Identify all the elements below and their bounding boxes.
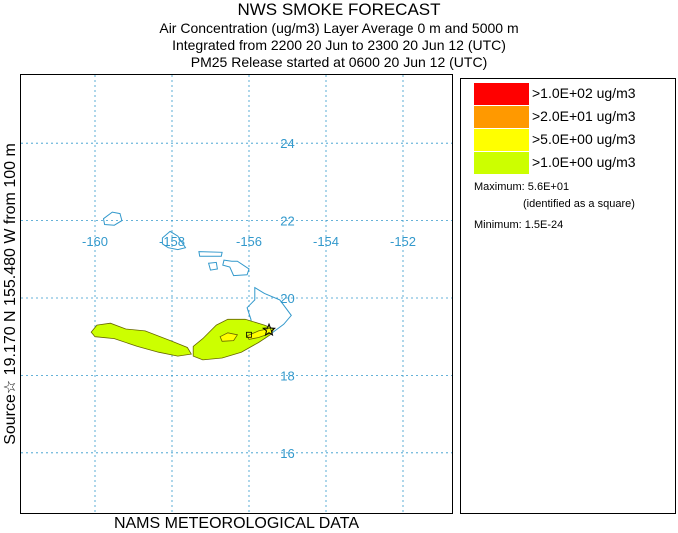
- island-oahu: [161, 230, 187, 251]
- map-panel[interactable]: -160 -158 -156 -154 -152 24 22 20 18 16: [20, 74, 453, 514]
- concentration-subtitle: Air Concentration (ug/m3) Layer Average …: [159, 20, 519, 36]
- longitude-label: -156: [236, 234, 262, 249]
- plume-core-west: [219, 332, 239, 342]
- source-location-text: Source☆ 19.170 N 155.480 W from 100 m: [2, 143, 19, 445]
- source-star-icon: [262, 322, 276, 337]
- plume-lobe-west: [90, 322, 192, 357]
- island-lanai: [207, 261, 218, 271]
- source-location-label: Source☆ 19.170 N 155.480 W from 100 m: [0, 74, 20, 514]
- graticule: [21, 75, 452, 513]
- longitude-label: -152: [390, 234, 416, 249]
- maximum-value: Maximum: 5.6E+01: [474, 181, 570, 193]
- legend-label: >5.0E+00 ug/m3: [532, 131, 636, 147]
- release-info: PM25 Release started at 0600 20 Jun 12 (…: [190, 54, 488, 70]
- meteorological-data-label: NAMS METEOROLOGICAL DATA: [113, 515, 360, 532]
- latitude-label: 22: [280, 214, 294, 229]
- grid-labels: -160 -158 -156 -154 -152 24 22 20 18 16: [82, 136, 416, 461]
- smoke-plume: [90, 318, 275, 361]
- source-marker: [246, 322, 276, 338]
- legend-swatch: [474, 83, 529, 105]
- legend-label: >1.0E+02 ug/m3: [532, 85, 636, 101]
- island-kauai: [102, 211, 123, 226]
- latitude-label: 16: [280, 446, 294, 461]
- legend-label: >1.0E+00 ug/m3: [532, 154, 636, 170]
- maximum-square-icon: [246, 331, 252, 338]
- legend-panel: >1.0E+02 ug/m3 >2.0E+01 ug/m3 >5.0E+00 u…: [460, 78, 676, 514]
- longitude-label: -154: [313, 234, 339, 249]
- legend-swatch: [474, 106, 529, 128]
- maximum-note: (identified as a square): [523, 198, 635, 210]
- island-molokai: [198, 251, 223, 257]
- legend-swatch: [474, 129, 529, 151]
- legend-label: >2.0E+01 ug/m3: [532, 108, 636, 124]
- latitude-label: 24: [280, 136, 294, 151]
- longitude-label: -158: [159, 234, 185, 249]
- forecast-title: NWS SMOKE FORECAST: [237, 0, 441, 19]
- minimum-value: Minimum: 1.5E-24: [474, 219, 564, 231]
- legend-swatch: [474, 152, 529, 174]
- smoke-map: -160 -158 -156 -154 -152 24 22 20 18 16: [21, 75, 452, 513]
- longitude-label: -160: [82, 234, 108, 249]
- latitude-label: 18: [280, 368, 294, 383]
- integration-period: Integrated from 2200 20 Jun to 2300 20 J…: [172, 37, 506, 53]
- coastlines: [102, 211, 292, 340]
- island-maui: [222, 259, 250, 277]
- latitude-label: 20: [280, 291, 294, 306]
